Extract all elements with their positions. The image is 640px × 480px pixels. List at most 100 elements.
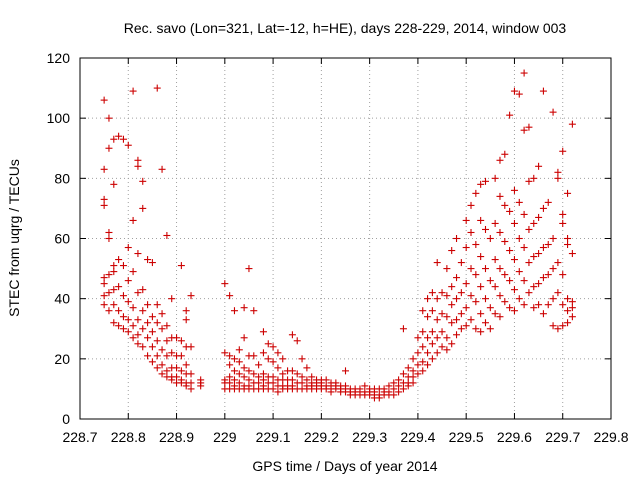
data-point [472, 325, 480, 333]
data-point [288, 331, 296, 339]
data-point [163, 322, 171, 330]
data-point [419, 358, 427, 366]
data-point [559, 322, 567, 330]
data-point [520, 126, 528, 134]
data-point [515, 295, 523, 303]
data-point [438, 328, 446, 336]
data-point [221, 280, 229, 288]
data-point [491, 256, 499, 264]
data-point [158, 165, 166, 173]
data-point [139, 343, 147, 351]
x-tick-label: 228.8 [111, 429, 146, 445]
data-point [496, 192, 504, 200]
data-point [187, 379, 195, 387]
data-point [467, 228, 475, 236]
data-point [414, 361, 422, 369]
data-point [139, 286, 147, 294]
data-point [182, 382, 190, 390]
data-point [395, 376, 403, 384]
data-point [457, 310, 465, 318]
data-point [559, 271, 567, 279]
data-point [462, 244, 470, 252]
data-point [564, 189, 572, 197]
data-point [168, 349, 176, 357]
data-point [481, 225, 489, 233]
data-point [100, 301, 108, 309]
data-point [510, 307, 518, 315]
data-point [298, 355, 306, 363]
data-point [259, 328, 267, 336]
data-point [100, 274, 108, 282]
data-point [274, 388, 282, 396]
data-point [520, 69, 528, 77]
data-point [293, 337, 301, 345]
data-point [105, 228, 113, 236]
data-point [139, 307, 147, 315]
data-point [448, 247, 456, 255]
data-point [158, 361, 166, 369]
x-tick-label: 229.3 [352, 429, 387, 445]
data-point [554, 289, 562, 297]
data-point [554, 259, 562, 267]
data-point [173, 373, 181, 381]
data-point [250, 307, 258, 315]
data-point [129, 334, 137, 342]
data-point [472, 298, 480, 306]
data-point [491, 174, 499, 182]
data-point [293, 370, 301, 378]
data-point [144, 319, 152, 327]
data-point [525, 289, 533, 297]
data-point [510, 286, 518, 294]
data-point [269, 343, 277, 351]
data-point [105, 289, 113, 297]
chart-title: Rec. savo (Lon=321, Lat=-12, h=HE), days… [124, 20, 567, 36]
data-point [119, 292, 127, 300]
data-point [501, 201, 509, 209]
data-point [443, 334, 451, 342]
data-point [433, 334, 441, 342]
data-point [462, 304, 470, 312]
x-tick-label: 229.1 [256, 429, 291, 445]
data-point [134, 340, 142, 348]
data-point [119, 325, 127, 333]
data-point [259, 376, 267, 384]
y-axis-label: STEC from uqrg / TECUs [6, 159, 22, 317]
data-point [564, 319, 572, 327]
data-point [148, 313, 156, 321]
data-point [496, 313, 504, 321]
data-point [520, 301, 528, 309]
data-point [409, 379, 417, 387]
data-point [129, 216, 137, 224]
data-point [481, 319, 489, 327]
data-point [544, 301, 552, 309]
data-point [110, 319, 118, 327]
data-point [414, 334, 422, 342]
data-point [491, 219, 499, 227]
data-point [255, 373, 263, 381]
data-point [163, 367, 171, 375]
data-point [148, 358, 156, 366]
data-point [486, 235, 494, 242]
data-point [539, 244, 547, 252]
data-point [173, 334, 181, 342]
data-point [303, 364, 311, 372]
data-point [554, 325, 562, 333]
data-point [110, 135, 118, 143]
data-point [438, 310, 446, 318]
data-point [110, 180, 118, 188]
data-point [414, 349, 422, 357]
data-point [501, 271, 509, 279]
data-point [520, 277, 528, 285]
axis-ticks [79, 57, 612, 420]
data-point [187, 385, 195, 393]
data-point [163, 337, 171, 345]
data-point [105, 235, 113, 242]
data-point [230, 367, 238, 375]
data-point [428, 289, 436, 297]
data-point [472, 271, 480, 279]
data-point [549, 235, 557, 242]
data-point [433, 295, 441, 303]
data-point [424, 349, 432, 357]
data-point [115, 322, 123, 330]
data-point [226, 379, 234, 387]
